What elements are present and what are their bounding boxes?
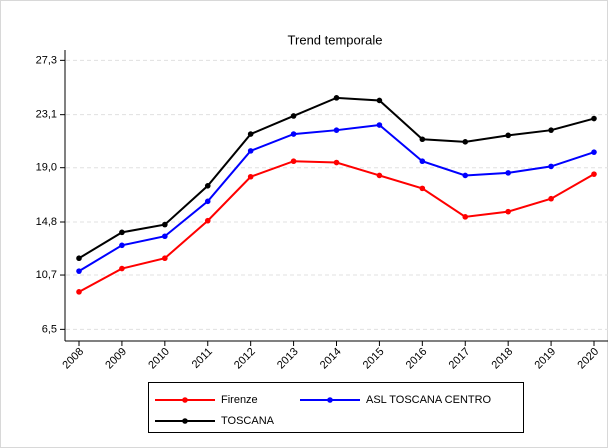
point [290, 158, 297, 165]
point [333, 127, 340, 133]
point [376, 97, 383, 104]
point [76, 268, 82, 274]
point [462, 214, 469, 220]
y-tick-label: 27,3 [36, 54, 57, 66]
point [462, 139, 469, 145]
point [162, 255, 168, 262]
point [505, 208, 511, 215]
point [76, 289, 82, 295]
point [76, 255, 82, 262]
point [204, 217, 211, 224]
legend-label: Firenze [221, 394, 258, 406]
point [333, 159, 340, 166]
point [591, 149, 597, 155]
legend-marker [182, 397, 188, 403]
y-tick-label: 14,8 [36, 216, 57, 228]
point [419, 136, 426, 143]
point [290, 113, 297, 119]
y-tick-label: 10,7 [36, 269, 57, 281]
legend [148, 382, 524, 433]
point [162, 233, 168, 240]
point [548, 163, 554, 170]
point [548, 127, 554, 133]
point [591, 171, 597, 177]
point [119, 229, 125, 236]
point [419, 185, 426, 192]
point [290, 131, 297, 137]
point [548, 195, 554, 202]
point [247, 173, 254, 180]
point [247, 148, 254, 154]
legend-marker [327, 397, 333, 403]
legend-label: ASL TOSCANA CENTRO [366, 394, 492, 406]
y-tick-label: 19,0 [36, 162, 57, 174]
point [419, 158, 426, 165]
legend-label: TOSCANA [221, 415, 275, 427]
point [333, 95, 340, 101]
point [505, 170, 511, 176]
point [204, 183, 211, 189]
y-tick-label: 6,5 [42, 323, 57, 335]
point [119, 265, 125, 272]
point [204, 198, 211, 205]
y-tick-label: 23,1 [36, 109, 57, 121]
point [162, 221, 168, 228]
chart-title: Trend temporale [288, 32, 383, 47]
point [462, 172, 469, 179]
point [376, 172, 383, 179]
legend-marker [182, 418, 188, 424]
point [591, 115, 597, 122]
point [119, 242, 125, 249]
point [376, 122, 383, 128]
point [505, 132, 511, 139]
point [247, 131, 254, 137]
